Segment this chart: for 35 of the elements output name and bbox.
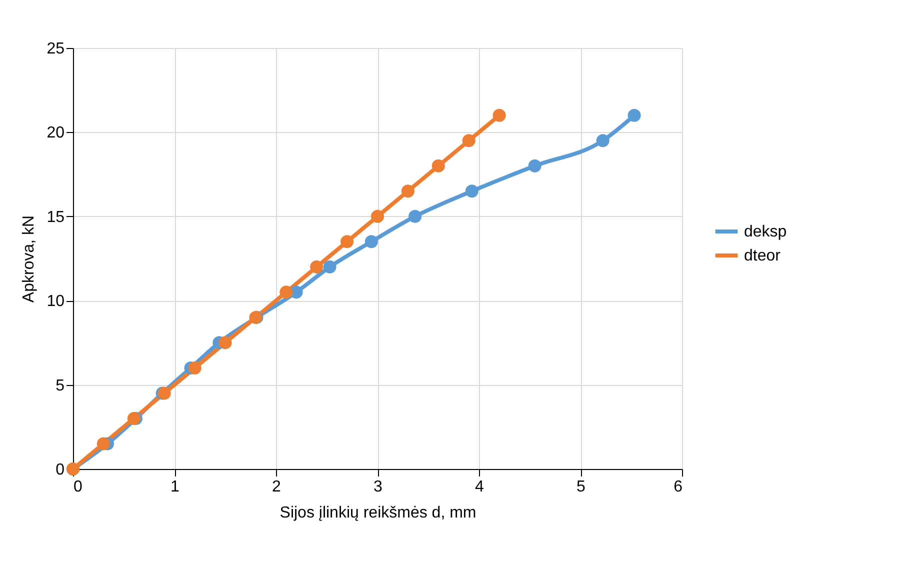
point — [96, 437, 110, 450]
x-tick-label: 2 — [272, 478, 282, 496]
point — [492, 108, 506, 122]
point — [370, 210, 384, 223]
y-tick-label: 0 — [56, 462, 65, 478]
x-tick-label: 5 — [576, 478, 586, 496]
legend-label: dteor — [744, 248, 782, 264]
x-tick-label: 6 — [674, 478, 683, 496]
y-tick-label: 5 — [56, 377, 65, 394]
point — [188, 361, 202, 374]
point — [401, 184, 414, 198]
y-tick-label: 10 — [46, 293, 65, 310]
point — [528, 159, 542, 172]
x-tick-label: 4 — [475, 478, 484, 496]
point — [310, 260, 324, 274]
y-tick-label: 15 — [46, 208, 65, 226]
point — [408, 210, 422, 223]
point — [340, 235, 354, 248]
legend-label: deksp — [744, 224, 787, 240]
y-tick-label: 25 — [46, 40, 65, 58]
y-tick-label: 20 — [46, 124, 65, 142]
point — [323, 260, 336, 274]
point — [465, 184, 478, 198]
point — [432, 159, 445, 172]
point — [596, 134, 610, 148]
x-axis-title: Sijos įlinkių reikšmės d, mm — [280, 504, 476, 522]
y-axis-title: Apkrova, kN — [20, 215, 38, 303]
x-tick-label: 1 — [170, 478, 180, 496]
x-tick-label: 3 — [374, 478, 383, 496]
x-tick-label: 0 — [74, 478, 82, 496]
point — [628, 108, 641, 122]
point — [364, 235, 378, 248]
point — [462, 134, 476, 148]
point — [218, 336, 232, 350]
point — [280, 286, 293, 299]
